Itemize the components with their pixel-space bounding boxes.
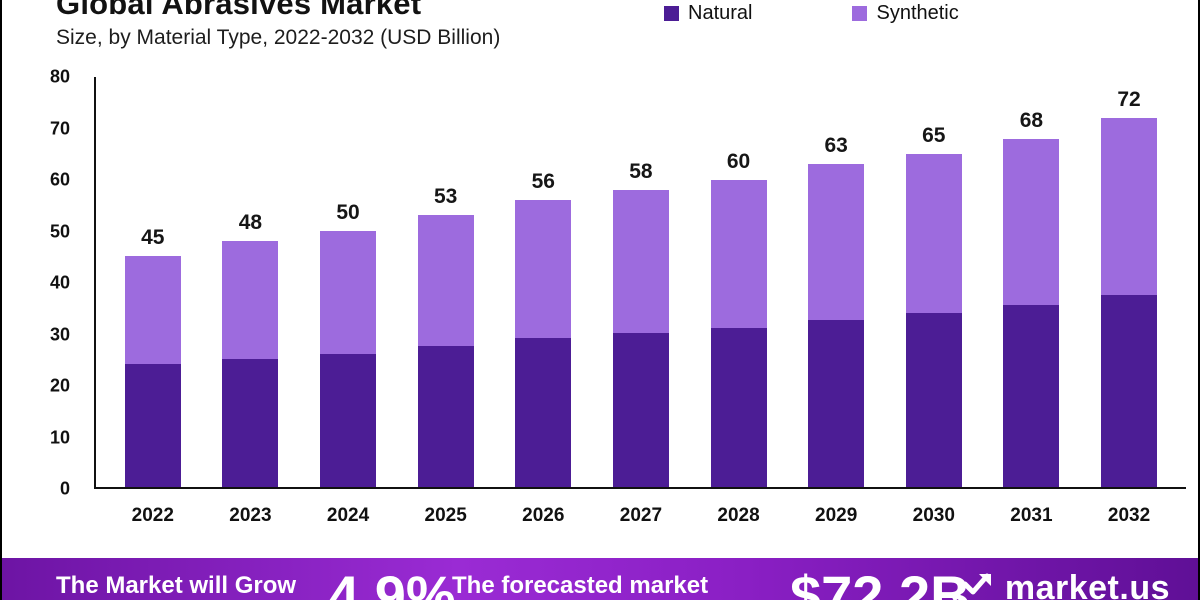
x-axis-label: 2031 [1010, 505, 1053, 526]
bar-total-label: 53 [434, 185, 458, 209]
bar-segment-synthetic [320, 230, 377, 354]
x-axis-label: 2029 [815, 505, 858, 526]
x-axis-label: 2027 [619, 505, 663, 526]
market-us-logo-icon [951, 568, 995, 600]
bar-segment-synthetic [1101, 118, 1158, 295]
legend-swatch-natural [664, 6, 679, 21]
x-axis-label: 2025 [424, 505, 467, 526]
x-axis-label: 2028 [717, 505, 760, 526]
y-axis-tick: 70 [49, 118, 70, 138]
bar-segment-natural [515, 338, 572, 487]
bar-segment-synthetic [222, 241, 279, 359]
bar-total-label: 68 [1019, 108, 1044, 132]
chart-legend: Natural Synthetic [664, 2, 959, 25]
bar-segment-natural [905, 312, 962, 487]
bar-segment-natural [417, 346, 474, 487]
legend-item-synthetic: Synthetic [852, 2, 959, 25]
bar-segment-natural [124, 364, 181, 487]
bar-segment-natural [222, 358, 279, 487]
bar-segment-synthetic [417, 215, 474, 347]
bar-total-label: 58 [629, 159, 653, 183]
y-axis-tick: 60 [49, 169, 70, 190]
bar-total-label: 45 [141, 226, 165, 250]
bar-segment-natural [320, 353, 377, 487]
y-axis-tick: 50 [49, 221, 70, 241]
y-axis-tick: 20 [49, 375, 70, 396]
page-title: Global Abrasives Market [56, 0, 422, 21]
bar-segment-natural [612, 333, 669, 487]
bar-segment-natural [710, 328, 767, 487]
legend-label-synthetic: Synthetic [876, 2, 959, 24]
y-axis-tick: 40 [49, 272, 70, 293]
y-axis-tick: 10 [49, 427, 70, 447]
bar-segment-natural [1003, 305, 1060, 487]
x-axis-label: 2032 [1107, 505, 1151, 526]
y-axis: 0 10 20 30 40 50 60 70 80 [32, 67, 84, 499]
bar-segment-synthetic [124, 256, 181, 364]
bar-segment-synthetic [612, 189, 669, 334]
bar-segment-synthetic [905, 153, 962, 313]
banner-growth-text: The Market will Grow [56, 572, 297, 599]
bar-group: 60 2028 [710, 77, 767, 526]
bar-group: 50 2024 [320, 77, 377, 526]
bar-group: 63 2029 [808, 77, 865, 526]
bar-group: 48 2023 [222, 77, 279, 526]
brand-logo: market.us [951, 568, 1170, 600]
x-axis-label: 2022 [131, 505, 174, 526]
y-axis-tick: 30 [49, 324, 70, 344]
bar-segment-synthetic [1003, 138, 1060, 306]
page-subtitle: Size, by Material Type, 2022-2032 (USD B… [56, 26, 501, 49]
bar-group: 56 2026 [515, 77, 572, 526]
bar-group: 58 2027 [612, 77, 669, 526]
bar-total-label: 60 [726, 149, 751, 173]
bar-total-label: 63 [824, 134, 848, 158]
plot-area: 45 2022 48 2023 50 2024 53 2025 56 2026 58 2027 60 20… [94, 77, 1186, 526]
legend-item-natural: Natural [664, 2, 752, 25]
x-axis-label: 2026 [522, 505, 565, 526]
brand-name: market.us [1004, 568, 1170, 600]
bar-total-label: 65 [922, 123, 946, 147]
bar-group: 65 2030 [905, 77, 962, 526]
y-axis-tick: 80 [49, 66, 70, 87]
x-axis-label: 2024 [326, 505, 370, 526]
bars-container: 45 2022 48 2023 50 2024 53 2025 56 2026 58 2027 60 20… [96, 77, 1186, 526]
bar-total-label: 72 [1117, 88, 1141, 111]
banner-cagr-value: 4.9% [328, 564, 456, 600]
bar-segment-synthetic [515, 200, 572, 339]
x-axis-label: 2030 [912, 505, 955, 526]
bar-group: 68 2031 [1003, 77, 1060, 526]
footer-banner: The Market will Grow 4.9% The forecasted… [2, 558, 1198, 600]
stacked-bar-chart: 0 10 20 30 40 50 60 70 80 45 2022 48 2023 50 2024 53 20… [50, 67, 1186, 526]
y-axis-tick: 0 [59, 478, 70, 499]
bar-group: 53 2025 [417, 77, 474, 526]
bar-total-label: 48 [238, 211, 263, 234]
x-axis-label: 2023 [229, 505, 272, 526]
banner-forecast-value: $72.2B [790, 564, 971, 600]
bar-group: 45 2022 [124, 77, 181, 526]
bar-group: 72 2032 [1101, 77, 1158, 526]
bar-total-label: 56 [531, 170, 555, 193]
bar-segment-synthetic [710, 179, 767, 329]
banner-forecast-text: The forecasted market [452, 572, 709, 599]
legend-swatch-synthetic [852, 6, 868, 21]
bar-segment-natural [1101, 294, 1158, 487]
bar-total-label: 50 [336, 200, 360, 224]
legend-label-natural: Natural [688, 2, 753, 24]
bar-segment-natural [808, 320, 865, 487]
bar-segment-synthetic [808, 164, 865, 321]
